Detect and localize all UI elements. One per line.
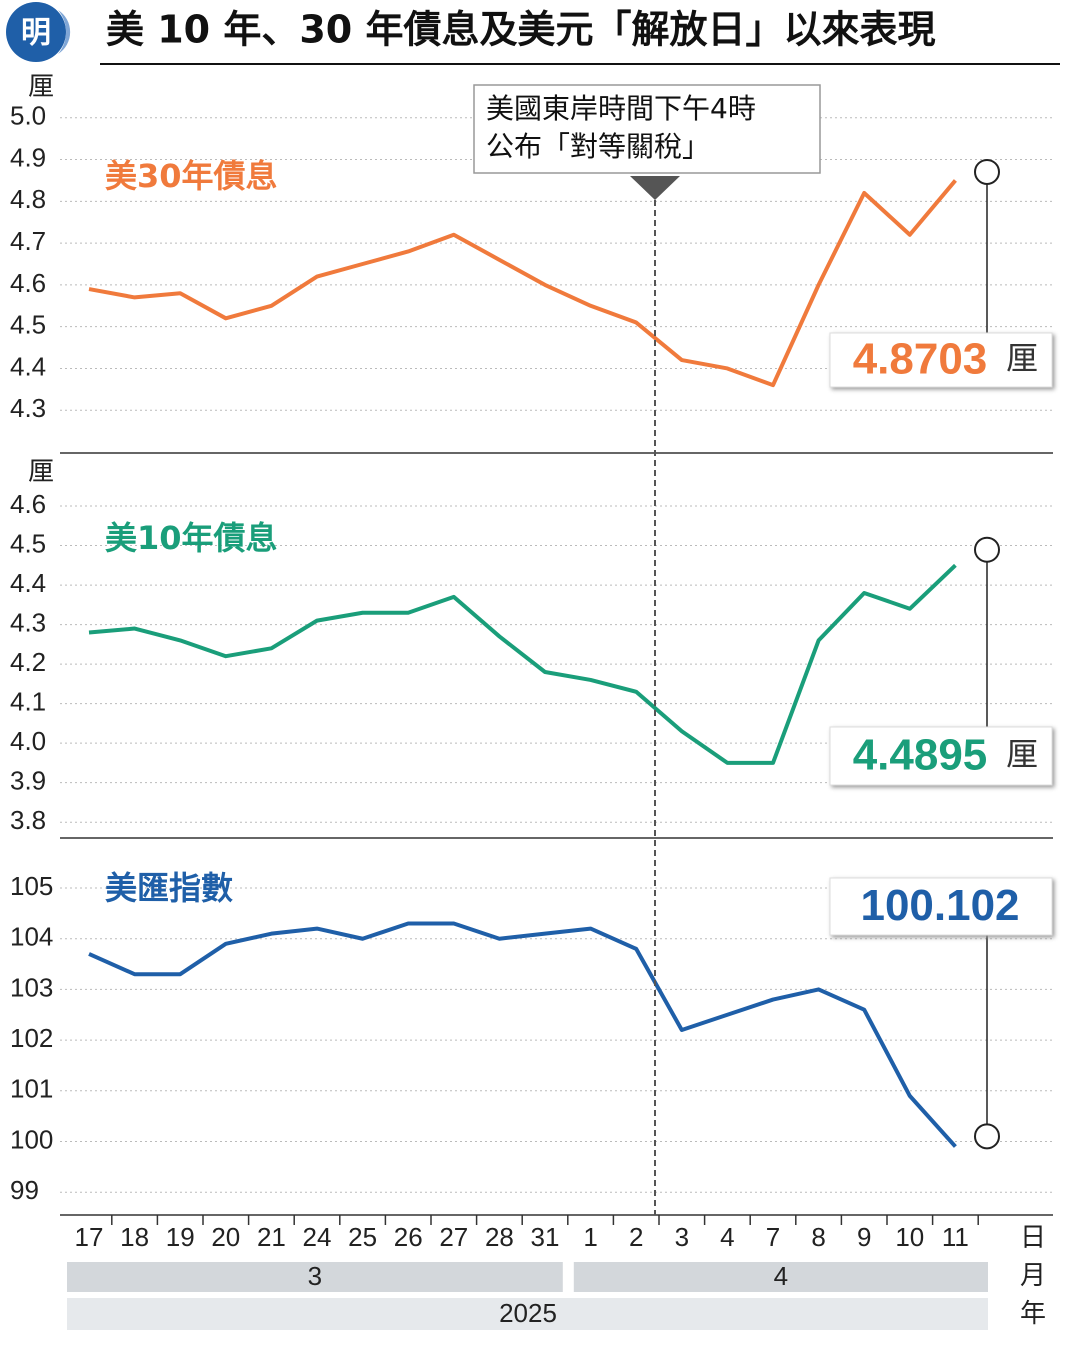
y-tick-label: 4.4: [10, 351, 46, 381]
annotation-text: 公布「對等關稅」: [486, 130, 710, 163]
last-value-label: 4.4895: [853, 731, 988, 780]
x-tick-label: 10: [895, 1222, 924, 1252]
x-tick-label: 2: [629, 1222, 643, 1252]
y-tick-label: 4.5: [10, 528, 46, 558]
x-tick-label: 31: [531, 1222, 560, 1252]
month-band: [67, 1262, 563, 1292]
last-value-label: 100.102: [860, 881, 1019, 930]
y-tick-label: 3.9: [10, 766, 46, 796]
x-tick-label: 4: [720, 1222, 734, 1252]
x-tick-label: 25: [348, 1222, 377, 1252]
y-tick-label: 100: [10, 1124, 53, 1154]
axis-unit: 日: [1020, 1222, 1046, 1252]
logo: [6, 2, 66, 62]
last-value-marker: [974, 158, 1000, 185]
x-tick-label: 3: [675, 1222, 689, 1252]
series-label: 美10年債息: [105, 519, 278, 557]
callout-box: [829, 877, 1053, 936]
y-tick-label: 4.3: [10, 607, 46, 637]
y-tick-label: 4.7: [10, 226, 46, 256]
x-tick-label: 19: [166, 1222, 195, 1252]
month-label: 4: [774, 1261, 788, 1291]
y-tick-label: 3.8: [10, 805, 46, 835]
callout-box: [829, 726, 1053, 786]
month-band: [573, 1262, 988, 1292]
x-tick-label: 18: [120, 1222, 149, 1252]
y-tick-label: 103: [10, 972, 53, 1002]
annotation-text: 美國東岸時間下午4時: [486, 92, 756, 125]
axis-unit: 年: [1020, 1298, 1046, 1328]
month-label: 3: [308, 1261, 322, 1291]
last-value-marker: [974, 1123, 1000, 1150]
x-tick-label: 1: [583, 1222, 597, 1252]
annotation-box: [473, 84, 821, 174]
series-line: [88, 179, 957, 388]
y-tick-label: 4.0: [10, 726, 46, 756]
y-tick-label: 4.5: [10, 310, 46, 340]
x-tick-label: 8: [811, 1222, 825, 1252]
annotation-pointer: [630, 176, 680, 200]
y-tick-label: 105: [10, 871, 53, 901]
y-tick-label: 4.6: [10, 489, 46, 519]
y-tick-label: 101: [10, 1074, 53, 1104]
y-tick-label: 5.0: [10, 101, 46, 131]
y-tick-label: 4.2: [10, 647, 46, 677]
unit-label: 厘: [28, 456, 54, 486]
y-tick-label: 4.8: [10, 184, 46, 214]
last-value-unit: 厘: [1006, 339, 1038, 377]
y-tick-label: 104: [10, 922, 53, 952]
logo-text: 明: [21, 16, 51, 51]
y-tick-label: 4.6: [10, 268, 46, 298]
logo-moon: [58, 10, 71, 54]
x-tick-label: 7: [766, 1222, 780, 1252]
last-value-unit: 厘: [1006, 735, 1038, 773]
unit-label: 厘: [28, 71, 54, 101]
y-tick-label: 4.1: [10, 687, 46, 717]
series-label: 美匯指數: [105, 869, 233, 907]
chart-title: 美 10 年、30 年債息及美元「解放日」以來表現: [106, 8, 935, 52]
year-label: 2025: [499, 1298, 557, 1328]
y-tick-label: 4.3: [10, 393, 46, 423]
callout-box: [829, 332, 1053, 388]
x-tick-label: 11: [942, 1222, 969, 1252]
series-line: [88, 921, 957, 1148]
x-tick-label: 17: [75, 1222, 104, 1252]
y-tick-label: 4.4: [10, 568, 46, 598]
y-tick-label: 102: [10, 1023, 53, 1053]
x-tick-label: 21: [257, 1222, 286, 1252]
x-tick-label: 24: [303, 1222, 332, 1252]
year-band: [67, 1298, 988, 1330]
x-tick-label: 9: [857, 1222, 871, 1252]
x-tick-label: 26: [394, 1222, 423, 1252]
last-value-marker: [974, 536, 1000, 563]
x-tick-label: 27: [439, 1222, 468, 1252]
series-label: 美30年債息: [105, 157, 278, 195]
x-tick-label: 28: [485, 1222, 514, 1252]
y-tick-label: 99: [10, 1175, 39, 1205]
axis-unit: 月: [1020, 1260, 1046, 1290]
x-tick-label: 20: [211, 1222, 240, 1252]
last-value-label: 4.8703: [853, 335, 988, 384]
y-tick-label: 4.9: [10, 142, 46, 172]
series-line: [88, 563, 957, 765]
